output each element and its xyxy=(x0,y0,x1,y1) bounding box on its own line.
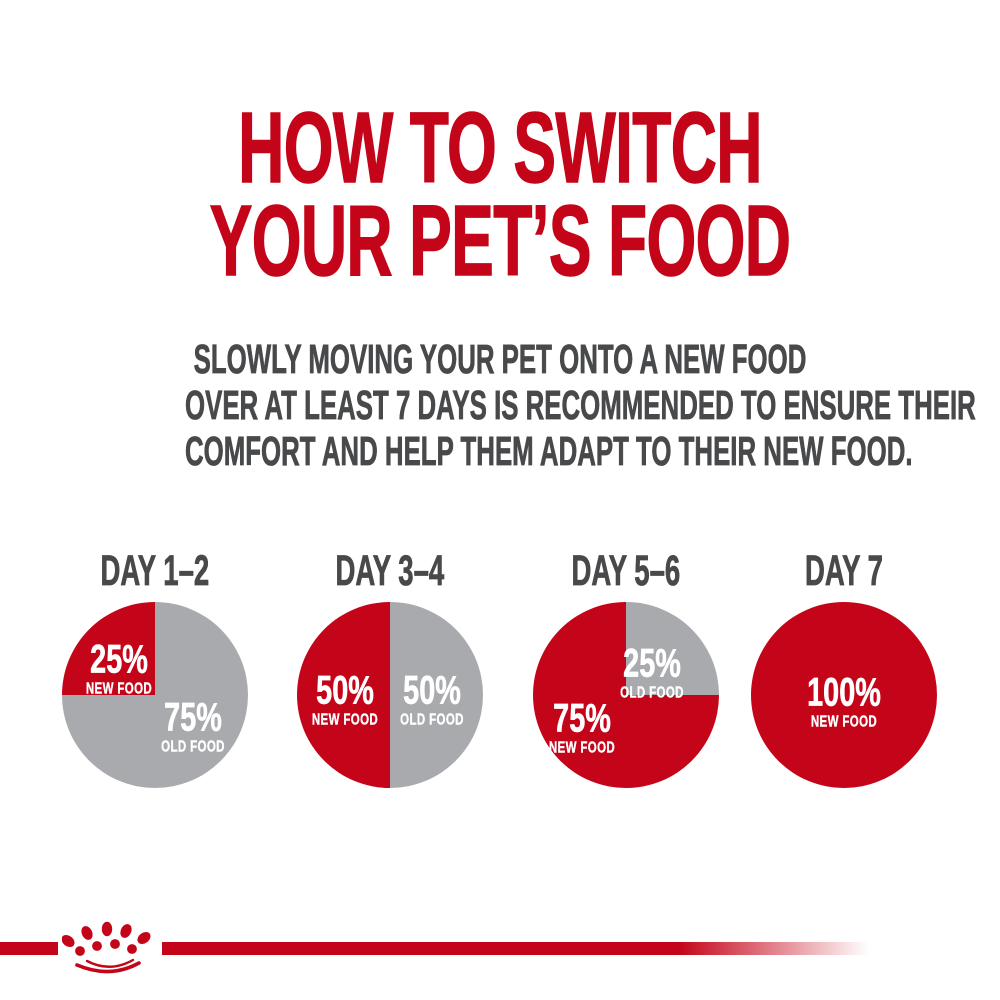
pie-slice-label: 25% OLD FOOD xyxy=(620,641,684,702)
pie-slice-label: 50% NEW FOOD xyxy=(311,668,379,729)
pie-slice-label: 75% OLD FOOD xyxy=(161,695,225,756)
subtitle-line-1: SLOWLY MOVING YOUR PET ONTO A NEW FOOD xyxy=(193,336,807,383)
pie-chart-row: DAY 1–2 25% NEW FOOD 75% OLD FOOD DAY 3–4 50% N… xyxy=(0,545,1000,795)
day-label-day-5-6: DAY 5–6 xyxy=(571,547,681,595)
day-label-day-7: DAY 7 xyxy=(804,547,884,595)
page-subtitle: SLOWLY MOVING YOUR PET ONTO A NEW FOOD O… xyxy=(0,336,1000,475)
page-title-line-2: YOUR PET’S FOOD xyxy=(209,185,791,297)
pie-day-1-2 xyxy=(62,602,248,788)
page-title: HOW TO SWITCH YOUR PET’S FOOD xyxy=(0,92,1000,297)
pie-slice-label: 75% NEW FOOD xyxy=(548,696,616,757)
page-title-line-1: HOW TO SWITCH xyxy=(238,92,763,204)
day-label-day-1-2: DAY 1–2 xyxy=(100,547,210,595)
pie-slice-label: 25% NEW FOOD xyxy=(85,637,153,698)
pie-day-5-6 xyxy=(533,602,719,788)
pie-slice-label: 100% NEW FOOD xyxy=(807,670,881,731)
pie-day-7 xyxy=(751,602,937,788)
subtitle-line-2: OVER AT LEAST 7 DAYS IS RECOMMENDED TO E… xyxy=(185,382,976,429)
pie-chart-day-7: DAY 7 100% NEW FOOD xyxy=(734,545,954,795)
pie-chart-day-3-4: DAY 3–4 50% NEW FOOD 50% OLD FOOD xyxy=(280,545,500,795)
brand-line-right xyxy=(162,942,869,955)
pie-chart-day-5-6: DAY 5–6 25% OLD FOOD 75% NEW FOOD xyxy=(516,545,736,795)
royal-canin-crown-icon xyxy=(62,920,156,978)
day-label-day-3-4: DAY 3–4 xyxy=(335,547,445,595)
pie-chart-day-1-2: DAY 1–2 25% NEW FOOD 75% OLD FOOD xyxy=(45,545,265,795)
pie-slice-label: 50% OLD FOOD xyxy=(400,668,464,729)
brand-line-left xyxy=(0,942,58,955)
subtitle-line-3: COMFORT AND HELP THEM ADAPT TO THEIR NEW… xyxy=(185,428,913,475)
pie-day-3-4 xyxy=(297,602,483,788)
